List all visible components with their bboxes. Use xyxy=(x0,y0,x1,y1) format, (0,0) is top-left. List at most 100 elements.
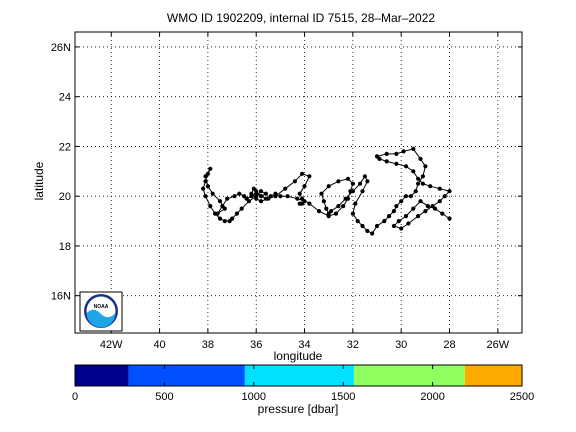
x-tick-label: 34 xyxy=(298,339,310,351)
plot-frame xyxy=(74,31,523,334)
chart-title: WMO ID 1902209, internal ID 7515, 28–Mar… xyxy=(167,11,435,25)
profile-point xyxy=(394,204,399,209)
colorbar-segment xyxy=(353,365,465,386)
profile-point xyxy=(408,194,413,199)
pressure-colorbar: 0 500 1000 1500 2000 2500 xyxy=(72,364,534,403)
profile-point xyxy=(399,226,404,231)
profile-point xyxy=(365,228,370,234)
profile-point xyxy=(411,146,416,151)
profile-point xyxy=(437,186,442,191)
profile-point xyxy=(203,174,208,179)
profile-point xyxy=(297,191,302,196)
profile-point xyxy=(430,204,435,209)
profile-point xyxy=(348,189,353,194)
profile-point xyxy=(205,184,210,189)
profile-point xyxy=(258,199,264,204)
x-tick-label: 38 xyxy=(202,339,214,351)
profile-point xyxy=(285,194,290,199)
profile-point xyxy=(416,214,421,219)
profile-point xyxy=(237,191,242,196)
profile-point xyxy=(391,223,396,229)
profile-point xyxy=(391,209,396,214)
profile-point xyxy=(345,176,351,181)
profile-point xyxy=(416,176,421,181)
profile-point xyxy=(406,221,411,226)
profile-point xyxy=(442,194,447,199)
y-tick-label: 24 xyxy=(59,92,71,104)
colorbar-segment xyxy=(75,365,129,386)
x-tick-label: 28 xyxy=(443,339,455,351)
profile-point xyxy=(355,219,360,224)
x-tick-label: 40 xyxy=(153,339,165,351)
profile-point xyxy=(353,201,358,206)
profile-point xyxy=(254,191,259,196)
y-axis-label: latitude xyxy=(32,161,46,200)
profile-point xyxy=(326,214,331,219)
profile-point xyxy=(203,194,208,199)
profile-point xyxy=(319,191,324,196)
profile-point xyxy=(362,174,367,179)
profile-point xyxy=(425,204,430,209)
noaa-logo: NOAA xyxy=(79,291,123,332)
profile-point xyxy=(208,166,213,171)
profile-point xyxy=(411,169,416,174)
colorbar-segment xyxy=(464,365,522,386)
colorbar-frame xyxy=(74,364,523,387)
profile-point xyxy=(258,194,264,199)
profile-point xyxy=(401,149,406,154)
profile-point xyxy=(208,204,213,209)
x-tick-label: 42W xyxy=(100,339,123,351)
profile-point xyxy=(399,199,404,204)
colorbar-segment xyxy=(128,365,245,386)
profile-point xyxy=(316,209,322,214)
axis-ticks: 42W 40 38 36 34 32 30 28 26W 16N 18 20 22 24 26N xyxy=(51,32,522,351)
profile-point xyxy=(258,189,264,194)
profile-point xyxy=(217,216,223,221)
profile-point xyxy=(217,199,223,204)
y-tick-label: 22 xyxy=(59,141,71,153)
colorbar-tick-label: 2000 xyxy=(420,391,444,403)
x-tick-label: 26W xyxy=(487,339,510,351)
profile-point xyxy=(321,199,326,204)
y-tick-label: 20 xyxy=(59,191,71,203)
profile-point xyxy=(350,211,355,216)
x-tick-label: 32 xyxy=(347,339,359,351)
profile-point xyxy=(292,179,297,184)
profile-point xyxy=(447,189,452,194)
profile-point xyxy=(222,219,227,224)
profile-point xyxy=(263,191,268,196)
profile-point xyxy=(374,223,380,229)
profile-point xyxy=(234,211,239,216)
profile-point xyxy=(232,194,237,199)
profile-point xyxy=(396,219,401,224)
colorbar-tick-label: 0 xyxy=(72,391,78,403)
profile-point xyxy=(416,181,421,186)
profile-point xyxy=(336,204,341,209)
profile-point xyxy=(324,206,329,211)
profile-point xyxy=(384,159,389,164)
profile-point xyxy=(244,196,249,201)
profile-point xyxy=(220,204,225,209)
profile-point xyxy=(428,184,433,189)
profile-point xyxy=(295,196,300,201)
profile-point xyxy=(413,189,418,194)
profile-point xyxy=(201,186,206,191)
colorbar-tick-label: 2500 xyxy=(510,391,534,403)
profile-point xyxy=(300,201,305,206)
profile-point xyxy=(302,184,307,189)
grid-lines xyxy=(75,32,522,333)
float-track xyxy=(201,146,452,236)
profile-point xyxy=(440,211,445,216)
profile-point xyxy=(307,201,312,206)
profile-point xyxy=(437,199,442,204)
profile-point xyxy=(365,179,370,184)
profile-point xyxy=(268,194,273,199)
profile-point xyxy=(411,206,416,211)
profile-point xyxy=(278,194,283,199)
profile-point xyxy=(387,214,392,219)
logo-wave xyxy=(86,309,116,328)
colorbar-tick-label: 1000 xyxy=(242,391,266,403)
profile-point xyxy=(333,211,339,216)
